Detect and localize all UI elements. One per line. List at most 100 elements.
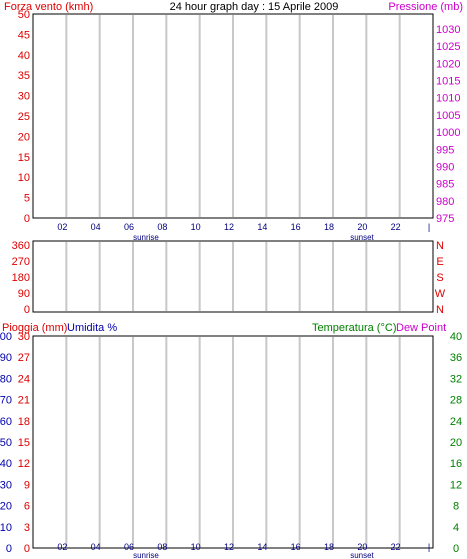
wind-tick-label: 30 [18,91,30,103]
direction-axis-ticks: 0 90 180 270 360 [12,240,30,316]
x-tick-label: 20 [357,222,367,232]
rain-tick-label: 100 [0,331,12,343]
x-tick-label: | [428,542,430,552]
rain-tick-label: 80 [0,373,12,385]
rain-tick-label: 70 [0,395,12,407]
x-tick-label: 06 [124,222,134,232]
pressure-tick-label: 1010 [436,93,460,105]
pressure-tick-label: 1020 [436,58,460,70]
pressure-tick-label: 1005 [436,110,460,122]
rain-axis-title: Pioggia (mm) [2,322,67,334]
temperature-tick-label: 32 [450,373,462,385]
pressure-tick-label: 1025 [436,41,460,53]
sunrise-label-bottom: sunrise [133,551,159,559]
direction-tick-label: 270 [12,256,30,268]
humidity-tick-label: 24 [18,373,30,385]
x-tick-label: 18 [324,542,334,552]
direction-tick-label: 0 [24,304,30,316]
sunset-label-bottom: sunset [350,551,374,559]
x-tick-label: 08 [157,542,167,552]
compass-label: W [435,288,446,300]
direction-tick-label: 90 [18,288,30,300]
compass-label: E [436,256,443,268]
rain-tick-label: 0 [6,543,12,555]
humidity-tick-label: 6 [24,501,30,513]
temperature-tick-label: 0 [453,543,459,555]
x-tick-label: 02 [57,542,67,552]
pressure-tick-label: 1000 [436,127,460,139]
rain-tick-label: 30 [0,479,12,491]
pressure-tick-label: 990 [436,161,454,173]
sunset-label: sunset [350,233,374,242]
humidity-tick-label: 30 [18,331,30,343]
environment-panel-frame [32,335,434,549]
temperature-tick-label: 28 [450,395,462,407]
humidity-axis-title: Umidita % [67,322,117,334]
direction-tick-label: 360 [12,240,30,252]
pressure-tick-label: 980 [436,196,454,208]
x-tick-label: 22 [391,222,401,232]
compass-label: N [436,304,444,316]
x-tick-label: 18 [324,222,334,232]
x-tick-label: | [428,222,430,232]
pressure-tick-label: 995 [436,144,454,156]
wind-tick-label: 25 [18,111,30,123]
humidity-tick-label: 12 [18,458,30,470]
x-tick-label: 08 [157,222,167,232]
humidity-tick-label: 27 [18,352,30,364]
pressure-axis-ticks: 975 980 985 990 995 1000 1005 1010 1015 1020 1025 1… [436,24,460,225]
temperature-tick-label: 16 [450,458,462,470]
humidity-tick-label: 3 [24,522,30,534]
wind-panel-frame [32,13,434,219]
temperature-tick-label: 20 [450,437,462,449]
chart-title: 24 hour graph day : 15 Aprile 2009 [170,1,339,13]
direction-tick-label: 180 [12,272,30,284]
direction-panel-frame [32,240,434,313]
pressure-axis-title: Pressione (mb) [388,1,463,13]
compass-label: N [436,240,444,252]
x-tick-label: 12 [224,222,234,232]
x-tick-label: 04 [91,222,101,232]
x-tick-label: 14 [257,542,267,552]
x-tick-label: 10 [191,222,201,232]
x-tick-label: 12 [224,542,234,552]
wind-tick-label: 20 [18,131,30,143]
humidity-axis-ticks: 0 3 6 9 12 15 18 21 24 27 30 [18,331,30,555]
wind-x-ticks: 02 04 06 08 10 12 14 16 18 20 22 | [57,222,430,232]
rain-tick-label: 10 [0,522,12,534]
wind-tick-label: 35 [18,70,30,82]
temperature-tick-label: 36 [450,352,462,364]
environment-x-ticks: 02 04 06 08 10 12 14 16 18 20 22 | [57,542,430,552]
humidity-tick-label: 21 [18,395,30,407]
dewpoint-axis-title: Dew Point [396,322,446,334]
pressure-tick-label: 1015 [436,76,460,88]
rain-tick-label: 40 [0,458,12,470]
hour-markers [65,15,401,547]
x-tick-label: 20 [357,542,367,552]
x-tick-label: 16 [291,542,301,552]
rain-axis-ticks: 0 10 20 30 40 50 60 70 80 90 100 [0,331,12,555]
wind-tick-label: 45 [18,29,30,41]
temperature-tick-label: 4 [453,522,459,534]
temperature-tick-label: 24 [450,416,462,428]
x-tick-label: 22 [391,542,401,552]
x-tick-label: 06 [124,542,134,552]
wind-tick-label: 5 [24,193,30,205]
rain-tick-label: 60 [0,416,12,428]
rain-tick-label: 50 [0,437,12,449]
temperature-tick-label: 8 [453,501,459,513]
humidity-tick-label: 18 [18,416,30,428]
wind-tick-label: 0 [24,213,30,225]
rain-tick-label: 90 [0,352,12,364]
humidity-tick-label: 15 [18,437,30,449]
wind-tick-label: 40 [18,50,30,62]
x-tick-label: 02 [57,222,67,232]
temperature-axis-ticks: 0 4 8 12 16 20 24 28 32 36 40 [450,331,462,555]
temperature-tick-label: 12 [450,479,462,491]
rain-tick-label: 20 [0,501,12,513]
x-tick-label: 14 [257,222,267,232]
x-tick-label: 04 [91,542,101,552]
pressure-tick-label: 975 [436,213,454,225]
